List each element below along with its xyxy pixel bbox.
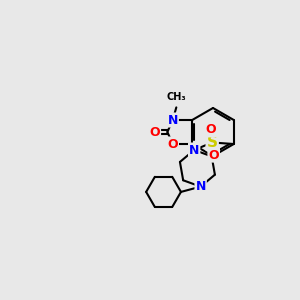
Text: S: S (207, 135, 218, 150)
Text: O: O (208, 148, 219, 162)
Text: N: N (167, 113, 178, 127)
Text: N: N (196, 180, 206, 193)
Text: N: N (189, 143, 200, 157)
Text: CH₃: CH₃ (167, 92, 186, 102)
Text: O: O (167, 137, 178, 151)
Text: O: O (206, 123, 216, 136)
Text: O: O (149, 125, 160, 139)
